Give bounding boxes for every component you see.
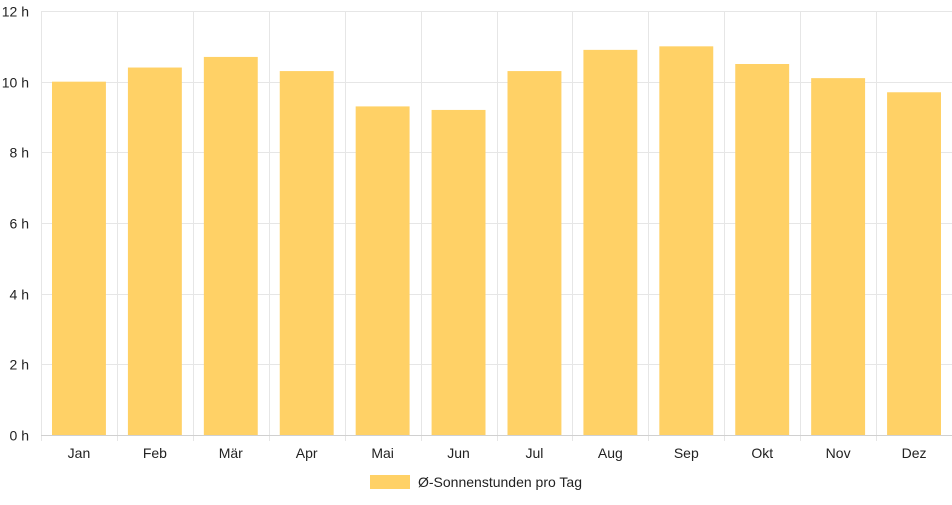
legend-swatch[interactable] [370,475,410,489]
bar-apr[interactable] [279,71,334,436]
y-tick-label: 10 h [2,75,29,91]
y-tick-label: 4 h [10,287,29,303]
bars [52,46,941,436]
bar-jan[interactable] [52,81,106,436]
x-tick-label: Dez [902,445,927,461]
bar-jul[interactable] [507,71,562,436]
bar-sep[interactable] [659,46,714,435]
x-tick-label: Feb [143,445,167,461]
x-tick-label: Jan [68,445,91,461]
grid [41,11,952,441]
bar-aug[interactable] [583,49,638,435]
y-tick-label: 0 h [10,428,29,444]
x-tick-label: Apr [296,445,318,461]
y-tick-label: 8 h [10,145,29,161]
y-tick-label: 6 h [10,216,29,232]
x-tick-label: Jul [526,445,544,461]
bar-dez[interactable] [887,92,941,436]
y-tick-label: 12 h [2,4,29,20]
y-tick-label: 2 h [10,357,29,373]
x-tick-label: Jun [447,445,470,461]
x-tick-label: Sep [674,445,699,461]
bar-okt[interactable] [735,64,790,435]
bar-nov[interactable] [811,78,866,435]
x-tick-label: Aug [598,445,623,461]
x-tick-label: Nov [826,445,851,461]
x-tick-label: Mai [371,445,394,461]
legend-label[interactable]: Ø-Sonnenstunden pro Tag [418,474,582,490]
bar-mär[interactable] [203,56,258,435]
x-tick-label: Mär [219,445,243,461]
bar-jun[interactable] [431,109,486,435]
x-tick-label: Okt [751,445,773,461]
bar-mai[interactable] [355,106,410,436]
bar-feb[interactable] [127,67,182,436]
axes: 0 h 2 h 4 h 6 h 8 h 10 h 12 h Jan Feb Mär Apr Mai Ju… [2,4,952,461]
legend[interactable]: Ø-Sonnenstunden pro Tag [370,474,582,490]
